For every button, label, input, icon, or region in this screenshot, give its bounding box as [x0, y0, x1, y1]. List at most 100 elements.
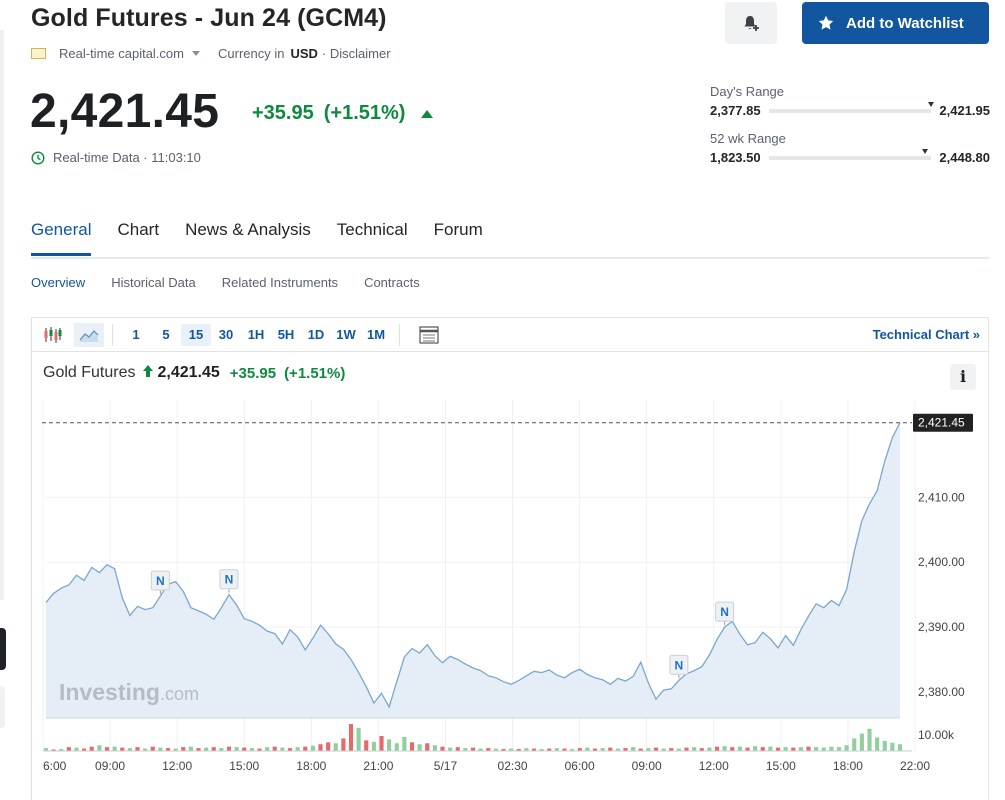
- timeframe-15[interactable]: 15: [181, 323, 211, 346]
- subtab-overview[interactable]: Overview: [31, 275, 86, 290]
- timeframe-5h[interactable]: 5H: [277, 326, 295, 342]
- tab-technical[interactable]: Technical: [336, 220, 408, 239]
- volume-bar: [219, 748, 224, 751]
- volume-bar: [493, 748, 498, 751]
- volume-bar: [676, 748, 681, 751]
- subtab-related-instruments[interactable]: Related Instruments: [221, 275, 339, 290]
- news-marker-label: N: [225, 573, 234, 587]
- tab-general[interactable]: General: [31, 220, 92, 256]
- up-arrow-icon: [143, 364, 154, 382]
- create-alert-button[interactable]: [725, 2, 777, 44]
- chevron-down-icon[interactable]: [192, 51, 200, 56]
- current-price-label: 2,421.45: [918, 416, 965, 430]
- 52wk-range-label: 52 wk Range: [710, 131, 786, 146]
- info-button[interactable]: i: [950, 364, 976, 390]
- x-tick-label: 06:00: [565, 759, 595, 773]
- timeframe-1[interactable]: 1: [132, 326, 140, 342]
- tab-chart[interactable]: Chart: [117, 220, 160, 239]
- volume-bar: [379, 736, 384, 751]
- chart-change: +35.95: [229, 364, 277, 382]
- tabs-divider: [31, 257, 989, 259]
- volume-bar: [181, 747, 186, 751]
- volume-bar: [631, 747, 636, 751]
- volume-bar: [608, 747, 613, 751]
- 52wk-range: 52 wk Range 1,823.50 2,448.80: [710, 131, 990, 165]
- flag-icon: [31, 48, 46, 59]
- volume-bar: [707, 747, 712, 751]
- timeframe-1m[interactable]: 1M: [366, 326, 386, 342]
- timeframe-1h[interactable]: 1H: [247, 326, 265, 342]
- x-tick-label: 15:00: [229, 759, 259, 773]
- disclaimer-link[interactable]: · Disclaimer: [321, 46, 391, 61]
- y-tick-label: 2,380.00: [918, 685, 965, 699]
- volume-bar: [638, 748, 643, 751]
- volume-bar: [775, 747, 781, 751]
- volume-bar: [89, 746, 94, 751]
- candlestick-icon[interactable]: [38, 323, 68, 347]
- x-tick-label: 5/17: [434, 759, 458, 773]
- price-line: [45, 422, 901, 709]
- chart-price: 2,421.45: [157, 364, 220, 381]
- volume-bar: [623, 748, 628, 751]
- volume-bar: [486, 748, 491, 751]
- days-range-low: 2,377.85: [710, 103, 761, 118]
- timeframe-5[interactable]: 5: [162, 326, 170, 342]
- volume-bar: [524, 748, 529, 751]
- news-marker-label: N: [156, 574, 165, 588]
- volume-bar: [463, 748, 468, 751]
- volume-bar: [699, 748, 704, 751]
- price-chart[interactable]: 2,380.00 2,390.00 2,400.00 2,410.00 2,421.45…: [32, 318, 988, 800]
- source-selector[interactable]: Real-time capital.com: [59, 46, 184, 61]
- x-tick-label: 6:00: [43, 759, 67, 773]
- volume-bar: [554, 748, 559, 751]
- chart-toolbar: 1 5 15 30 1H 5H 1D 1W 1M Technical Chart…: [32, 318, 988, 352]
- tab-forum[interactable]: Forum: [433, 220, 483, 239]
- volume-bar: [867, 728, 872, 751]
- 52wk-range-high: 2,448.80: [939, 150, 990, 165]
- days-range-marker: [928, 101, 935, 107]
- news-marker-label: N: [720, 605, 729, 619]
- subtab-contracts[interactable]: Contracts: [364, 275, 420, 290]
- timeframe-30[interactable]: 30: [218, 326, 234, 342]
- sub-tabs: Overview Historical Data Related Instrum…: [31, 275, 446, 290]
- subtab-historical-data[interactable]: Historical Data: [111, 275, 196, 290]
- volume-bar: [821, 747, 826, 751]
- bell-plus-icon: [744, 16, 759, 31]
- timeframe-1w[interactable]: 1W: [336, 326, 356, 342]
- side-tab-light[interactable]: [0, 686, 5, 728]
- x-tick-label: 12:00: [699, 759, 729, 773]
- volume-bar: [897, 744, 903, 751]
- volume-bar: [836, 747, 842, 751]
- tab-news-analysis[interactable]: News & Analysis: [185, 220, 311, 239]
- y-tick-label: 2,390.00: [918, 620, 965, 634]
- volume-bar: [470, 747, 476, 751]
- area-chart-icon[interactable]: [74, 322, 104, 347]
- volume-bar: [570, 749, 575, 751]
- x-tick-label: 22:00: [900, 759, 930, 773]
- volume-bar: [455, 747, 460, 751]
- volume-bar: [714, 746, 720, 751]
- y-tick-label: 2,410.00: [918, 490, 965, 504]
- volume-bar: [592, 748, 598, 751]
- current-price-tag: [913, 413, 973, 432]
- volume-bar: [539, 749, 544, 751]
- x-tick-label: 09:00: [95, 759, 125, 773]
- volume-bar: [875, 737, 880, 751]
- volume-bar: [577, 748, 582, 751]
- volume-bar: [600, 748, 605, 751]
- table-icon[interactable]: [414, 323, 444, 347]
- change-percent: (+1.51%): [323, 102, 406, 124]
- volume-bar: [692, 747, 697, 751]
- volume-bar: [562, 748, 567, 751]
- volume-bar: [425, 743, 430, 751]
- x-tick-label: 02:30: [498, 759, 528, 773]
- news-marker-label: N: [675, 658, 684, 672]
- side-tab-dark[interactable]: [0, 628, 6, 670]
- volume-bar: [448, 747, 453, 751]
- technical-chart-link[interactable]: Technical Chart »: [872, 327, 980, 342]
- timeframe-1d[interactable]: 1D: [307, 326, 325, 342]
- volume-bar: [394, 743, 399, 751]
- volume-bar: [287, 748, 293, 751]
- volume-bar: [760, 747, 765, 751]
- add-to-watchlist-button[interactable]: Add to Watchlist: [802, 2, 989, 44]
